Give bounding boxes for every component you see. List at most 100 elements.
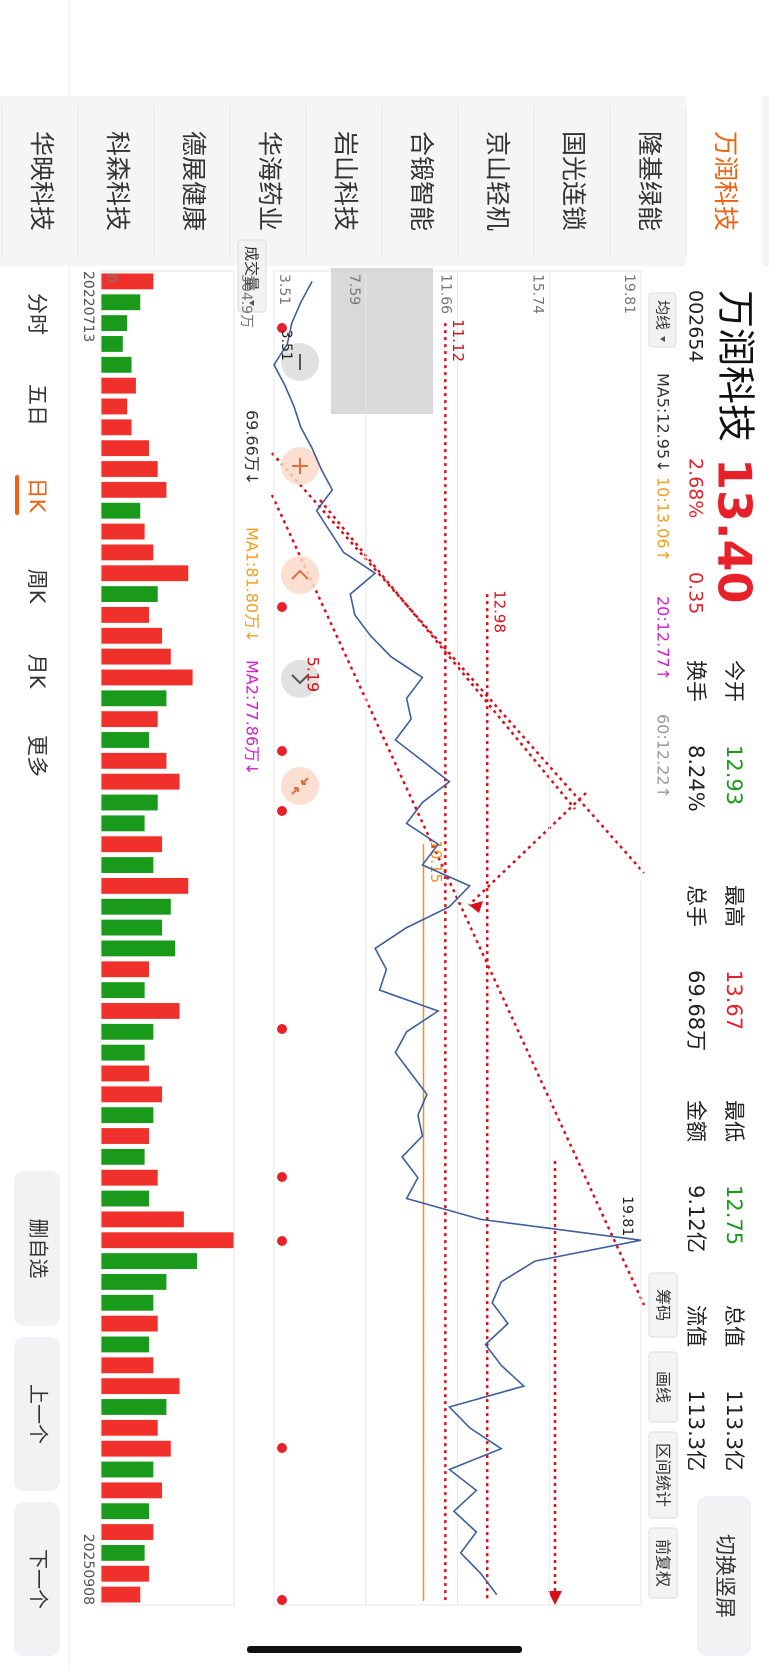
volume-bar: [101, 440, 149, 457]
icon: [291, 569, 309, 580]
volume-bar: [100, 815, 145, 832]
volume-bar: [100, 1044, 145, 1061]
volume-bar: [101, 1107, 154, 1124]
volume-bar: [101, 419, 132, 436]
volume-bar: [100, 711, 158, 728]
volume-bar: [101, 919, 163, 936]
volume-bar: [100, 1544, 145, 1561]
action-label[interactable]: 下一个: [27, 1549, 51, 1609]
period-tab[interactable]: 五日: [25, 384, 49, 426]
indicator-select[interactable]: [237, 239, 267, 313]
watchlist-item[interactable]: 岩山科技: [331, 131, 360, 231]
period-tab[interactable]: 更多: [25, 735, 49, 777]
period-tab[interactable]: 月K: [25, 654, 49, 690]
stat-value: 8.24%: [684, 745, 708, 812]
volume-bar: [101, 1503, 149, 1520]
volume-bar: [101, 294, 141, 311]
volume-legend: 69.66万↓: [243, 410, 262, 485]
signal-dot: [277, 602, 287, 612]
volume-bar: [100, 377, 136, 394]
volume-bar: [101, 627, 163, 644]
volume-bar: [101, 502, 141, 519]
period-tab[interactable]: 周K: [25, 569, 49, 605]
tool-label[interactable]: 区间统计: [654, 1443, 673, 1507]
volume-bar: [100, 752, 167, 769]
signal-dot: [277, 323, 287, 333]
volume-bar: [101, 857, 154, 873]
dropdown-caret: [249, 300, 254, 306]
point-label: 19.81: [619, 1196, 635, 1236]
watchlist-item[interactable]: 华海药业: [255, 131, 284, 231]
period-tab[interactable]: 分时: [25, 293, 49, 335]
volume-bar: [100, 982, 145, 999]
dropdown-caret: [660, 336, 665, 342]
switch-button-label[interactable]: 切换竖屏: [713, 1534, 737, 1618]
action-button[interactable]: [14, 1171, 60, 1326]
volume-bar: [101, 961, 149, 978]
change-pct: 2.68%: [685, 458, 707, 518]
y-tick-label: 3.51: [276, 274, 292, 305]
watchlist-item[interactable]: 国光连锁: [559, 131, 588, 231]
volume-bar: [100, 1399, 167, 1415]
ma-legend: 20:12.77↑: [654, 596, 673, 681]
action-button[interactable]: [14, 1337, 60, 1491]
scroll-right[interactable]: [281, 660, 319, 698]
scroll-left[interactable]: [281, 556, 319, 594]
tooltip-box: [331, 268, 433, 414]
stat-label: 最高: [722, 885, 746, 927]
volume-bar: [100, 315, 128, 332]
tool-button[interactable]: [648, 1431, 678, 1519]
signal-dot: [277, 1443, 287, 1453]
tool-label[interactable]: 前复权: [654, 1539, 673, 1587]
action-label[interactable]: 上一个: [27, 1384, 51, 1444]
stat-label: 金额: [684, 1100, 708, 1142]
tool-button[interactable]: [648, 1527, 678, 1599]
watchlist-item[interactable]: 隆基绿能: [635, 131, 664, 231]
signal-dot: [277, 1172, 287, 1182]
tool-button[interactable]: [648, 1272, 678, 1338]
volume-bar: [101, 836, 163, 853]
date-label: 20220713: [80, 271, 96, 342]
stat-value: 12.75: [722, 1185, 746, 1245]
tool-label[interactable]: 画线: [654, 1371, 673, 1403]
watchlist-item[interactable]: 华映科技: [27, 131, 56, 231]
volume-bar: [100, 1315, 158, 1332]
action-label[interactable]: 删自选: [27, 1219, 51, 1279]
annotation-label: 5.19: [303, 657, 322, 693]
stat-label: 换手: [684, 660, 708, 702]
volume-legend: MA2:77.86万↓: [243, 660, 262, 776]
watchlist-panel: [0, 96, 769, 266]
volume-bar: [100, 794, 158, 811]
period-tab[interactable]: 日K: [25, 478, 49, 514]
tool-button[interactable]: [648, 1351, 678, 1423]
collapse[interactable]: [281, 767, 319, 805]
switch-button[interactable]: [697, 1496, 751, 1656]
action-button[interactable]: [14, 1502, 60, 1656]
stat-value: 113.3亿: [684, 1390, 708, 1471]
volume-bar: [101, 1128, 149, 1144]
tool-label[interactable]: 筹码: [654, 1289, 673, 1321]
stock-code: 002654: [685, 290, 707, 363]
indicator-label[interactable]: 均线: [654, 300, 672, 330]
volume-bar: [101, 1065, 149, 1082]
volume-bar: [101, 1461, 154, 1478]
watchlist-item[interactable]: 德展健康: [179, 131, 208, 231]
y-tick-label: 15.74: [529, 274, 545, 314]
volume-bar: [101, 1190, 149, 1207]
watchlist-item[interactable]: 科森科技: [103, 131, 132, 231]
volume-bar: [100, 586, 158, 602]
volume-bar: [100, 877, 189, 894]
stat-value: 9.12亿: [684, 1185, 708, 1253]
watchlist-item[interactable]: 京山轻机: [483, 131, 512, 231]
watchlist-item[interactable]: 合锻智能: [407, 131, 436, 231]
indicator-select[interactable]: [648, 292, 677, 348]
zoom-tools: [281, 343, 319, 805]
indicator-label[interactable]: 成交量: [243, 246, 261, 291]
volume-bar: [100, 565, 189, 582]
signal-dot: [277, 1236, 287, 1246]
watchlist-item[interactable]: 万润科技: [711, 131, 740, 231]
volume-bar: [100, 481, 167, 498]
y-tick-label: 19.81: [621, 274, 637, 314]
